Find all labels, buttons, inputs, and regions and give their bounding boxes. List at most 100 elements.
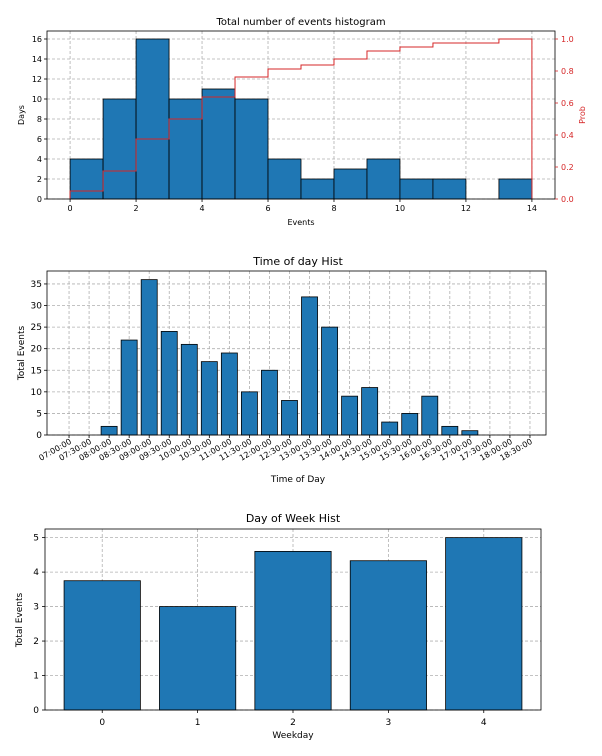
histogram-bar [300,178,335,200]
y-tick-label: 25 [31,323,42,333]
histogram-bar [267,158,302,200]
time-of-day-bar [361,387,379,436]
y-tick-label: 20 [31,345,43,355]
day-of-week-title: Day of Week Hist [246,512,341,525]
events-histogram-right-axis-label: Prob [578,106,587,124]
histogram-bar [168,98,203,200]
right-tick-label: 0.6 [561,99,574,108]
weekday-bar [63,580,141,711]
y-tick-label: 5 [33,534,39,544]
y-tick-label: 8 [37,115,42,124]
time-of-day-bar [160,331,178,436]
x-tick-label: 10 [395,204,405,213]
events-histogram-frame [46,30,556,200]
histogram-bar [366,158,401,200]
x-tick-label: 8 [331,204,336,213]
y-tick-label: 14 [32,55,42,64]
day-of-week-y-label: Total Events [15,593,25,649]
y-tick-label: 3 [33,603,39,613]
weekday-bar [445,537,523,711]
time-of-day-bar [341,395,359,436]
y-tick-label: 0 [33,706,39,716]
histogram-bar [69,158,104,200]
histogram-bar [432,178,467,200]
weekday-bar [159,606,237,711]
y-tick-label: 1 [33,672,39,682]
events-histogram-x-label: Events [287,218,314,227]
right-tick-label: 0.4 [561,131,574,140]
y-tick-label: 6 [37,135,42,144]
y-tick-label: 4 [37,155,42,164]
histogram-bar [333,168,368,200]
y-tick-label: 2 [37,175,42,184]
time-of-day-bar [401,413,419,436]
right-tick-label: 1.0 [561,35,574,44]
weekday-bar [349,560,427,711]
time-of-day-bar [381,421,399,436]
right-tick-label: 0.8 [561,67,574,76]
x-tick-label: 14 [527,204,537,213]
time-of-day-bar [281,400,298,436]
right-tick-label: 0.0 [561,195,574,204]
x-tick-label: 4 [199,204,204,213]
weekday-bar [254,551,332,711]
x-tick-label: 0 [99,718,105,728]
x-tick-label: 6 [265,204,270,213]
time-of-day-bar [261,369,278,436]
y-tick-label: 10 [31,388,43,398]
time-of-day-bar [180,343,198,436]
time-of-day-y-label: Total Events [17,326,27,382]
time-of-day-bar [441,425,459,436]
y-tick-label: 4 [33,568,39,578]
day-of-week-bars [63,537,523,711]
histogram-bar [135,38,170,200]
histogram-bar [102,98,137,200]
time-of-day-bar [140,279,158,436]
x-tick-label: 3 [386,718,392,728]
day-of-week-x-ticks: 0 1 2 3 4 [99,710,487,728]
events-histogram-chart: 0 2 4 6 8 10 12 14 0 2 4 6 8 10 12 14 16 0.0 0.2 0.4 0.6 0.… [17,17,587,227]
y-tick-label: 2 [33,637,39,647]
y-tick-label: 16 [32,35,42,44]
histogram-bar [399,178,434,200]
time-of-day-bar [240,391,258,436]
time-of-day-bar [421,395,439,436]
y-tick-label: 12 [32,75,42,84]
histogram-bar [201,88,236,200]
time-of-day-frame [46,270,547,436]
y-tick-label: 5 [36,409,42,419]
time-of-day-chart: 07:00:0007:30:0008:00:0008:30:0009:00:00… [17,255,547,485]
x-tick-label: 1 [195,718,201,728]
time-of-day-bar [301,296,318,436]
events-histogram-x-ticks: 0 2 4 6 8 10 12 14 [68,199,537,213]
time-of-day-bar [100,425,118,436]
time-of-day-y-ticks: 0 5 10 15 20 25 30 35 [31,280,47,441]
y-tick-label: 30 [31,302,43,312]
events-histogram-bars [69,38,533,200]
time-of-day-bars [100,279,479,436]
y-tick-label: 0 [36,431,42,441]
events-histogram-cdf-line [69,38,533,199]
time-of-day-bar [321,326,338,436]
y-tick-label: 35 [31,280,42,290]
day-of-week-x-label: Weekday [272,731,314,741]
day-of-week-chart: 0 1 2 3 4 0 1 2 3 4 5 Day of Week Hist Weekday To… [15,512,542,741]
time-of-day-bar [461,430,479,436]
right-tick-label: 0.2 [561,163,574,172]
histogram-bar [498,178,533,200]
time-of-day-bar [120,339,138,436]
x-tick-label: 0 [68,204,73,213]
y-tick-label: 0 [37,195,42,204]
time-of-day-title: Time of day Hist [252,255,343,268]
time-of-day-x-label: Time of Day [270,475,326,485]
time-of-day-x-ticks: 07:00:0007:30:0008:00:0008:30:0009:00:00… [37,435,534,463]
x-tick-label: 12 [461,204,471,213]
x-tick-label: 2 [134,204,139,213]
x-tick-label: 4 [481,718,487,728]
events-histogram-title: Total number of events histogram [215,17,385,28]
x-tick-label: 2 [290,718,296,728]
events-histogram-y-label: Days [17,105,26,125]
histogram-bar [234,98,269,200]
y-tick-label: 15 [31,366,42,376]
